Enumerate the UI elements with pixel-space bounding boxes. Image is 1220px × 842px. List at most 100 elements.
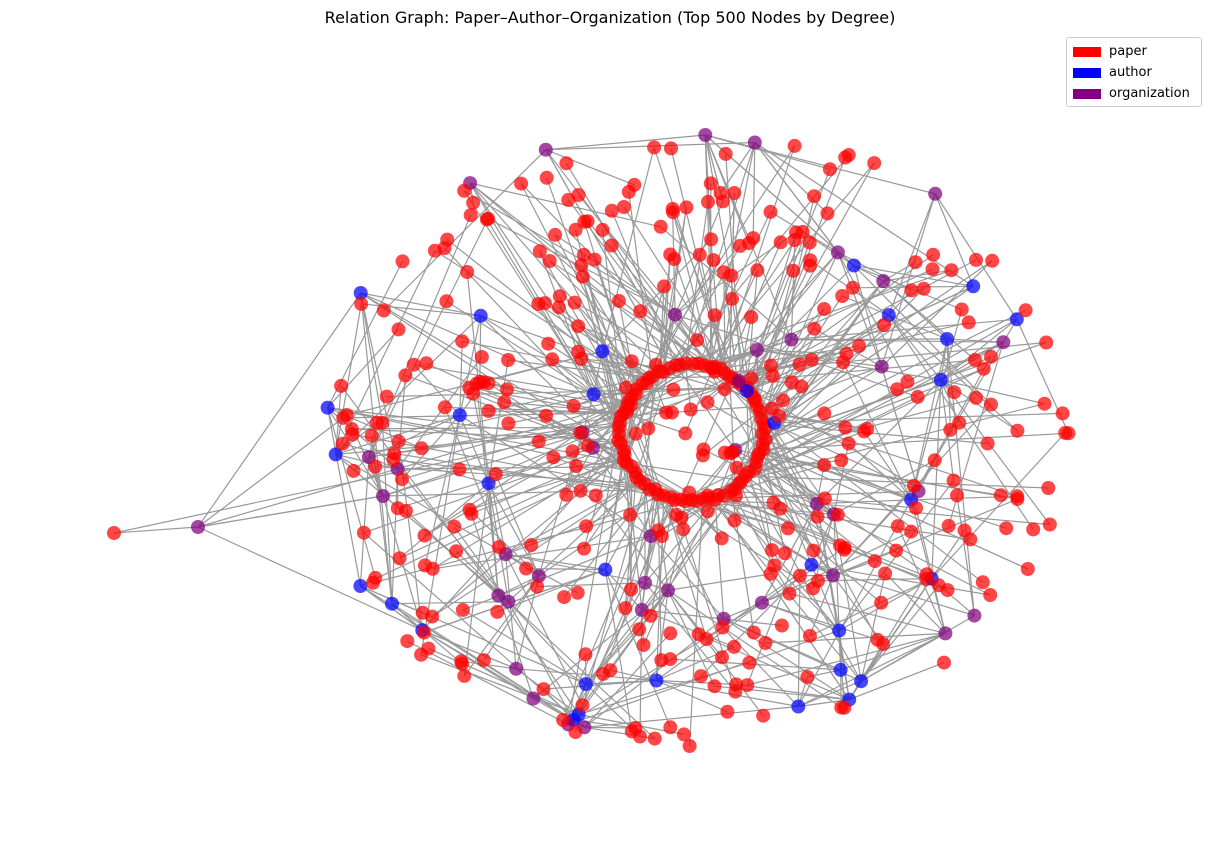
paper-node <box>334 378 349 393</box>
graph-edge <box>507 601 587 685</box>
paper-node <box>707 679 722 694</box>
graph-edge <box>391 601 509 605</box>
graph-edge <box>420 654 579 716</box>
graph-edge <box>197 526 423 631</box>
paper-node <box>867 156 882 171</box>
paper-node <box>643 608 658 623</box>
graph-edge <box>397 356 483 470</box>
paper-node <box>878 566 893 581</box>
organization-node <box>784 332 799 347</box>
paper-node <box>806 581 820 596</box>
paper-node <box>492 540 506 555</box>
paper-node <box>837 542 852 557</box>
graph-edge <box>488 482 540 577</box>
graph-edge <box>773 422 984 583</box>
graph-edge <box>848 662 945 701</box>
organization-node <box>938 626 953 641</box>
paper-node <box>579 519 594 534</box>
graph-edge <box>639 310 722 369</box>
paper-node <box>571 319 586 334</box>
paper-node <box>565 444 580 459</box>
paper-node <box>580 438 595 453</box>
graph-edge <box>746 162 875 392</box>
graph-edge <box>662 254 671 373</box>
paper-node <box>437 241 452 256</box>
graph-edge <box>704 134 714 369</box>
graph-edge <box>738 482 773 551</box>
graph-edge <box>383 149 547 311</box>
graph-edge <box>635 433 656 490</box>
graph-edge <box>565 162 687 364</box>
paper-node <box>756 708 771 723</box>
organization-node <box>191 520 205 534</box>
graph-edge <box>759 410 1018 497</box>
graph-edge <box>860 632 946 682</box>
organization-node <box>661 583 675 598</box>
graph-edge <box>604 460 625 570</box>
author-node <box>832 623 847 638</box>
paper-node <box>641 421 656 436</box>
paper-node <box>577 541 591 556</box>
author-node <box>739 383 754 398</box>
paper-node <box>765 543 779 558</box>
paper-node <box>963 532 978 547</box>
graph-edge <box>848 643 884 700</box>
author-node <box>320 400 335 415</box>
paper-node <box>481 211 496 226</box>
organization-node <box>830 245 845 260</box>
graph-edge <box>327 407 361 587</box>
graph-edge <box>860 573 886 682</box>
paper-node <box>727 639 741 654</box>
paper-node <box>531 297 546 311</box>
paper-node <box>633 729 647 744</box>
graph-edge <box>327 407 384 497</box>
paper-node <box>704 232 719 247</box>
paper-node <box>890 382 905 397</box>
paper-node <box>414 441 429 456</box>
paper-node <box>700 395 715 410</box>
graph-edge <box>773 361 844 424</box>
graph-edge <box>754 468 845 551</box>
paper-node <box>690 333 705 348</box>
graph-edge <box>335 303 362 455</box>
paper-node <box>980 436 995 451</box>
graph-edge <box>610 669 657 682</box>
paper-node <box>803 258 817 273</box>
graph-edge <box>505 554 517 669</box>
paper-node <box>715 194 730 209</box>
author-node <box>933 372 948 387</box>
paper-node <box>663 247 678 262</box>
graph-edge <box>888 193 936 316</box>
graph-edge <box>471 450 625 515</box>
paper-node <box>419 356 434 371</box>
paper-node <box>624 582 638 597</box>
graph-edge <box>884 573 946 634</box>
paper-node <box>335 436 350 451</box>
paper-node <box>782 586 797 601</box>
paper-node <box>616 200 631 214</box>
organization-node <box>826 568 840 583</box>
paper-node <box>830 507 845 522</box>
graph-edge <box>197 495 384 528</box>
author-node <box>452 408 467 423</box>
graph-edge <box>940 318 1018 381</box>
paper-node <box>457 183 472 198</box>
paper-node <box>1058 425 1073 440</box>
paper-node <box>376 303 391 318</box>
paper-node <box>648 357 663 372</box>
paper-node <box>725 445 740 459</box>
graph-edge <box>538 393 636 442</box>
author-node <box>791 699 806 714</box>
graph-edge <box>707 401 763 435</box>
graph-edge <box>746 353 847 392</box>
paper-node <box>693 669 708 684</box>
paper-node <box>772 408 787 423</box>
paper-node <box>636 638 651 652</box>
paper-node <box>663 720 678 735</box>
graph-edge <box>705 134 831 170</box>
paper-node <box>1042 517 1057 532</box>
graph-edge <box>504 401 624 414</box>
paper-node <box>742 655 757 670</box>
graph-edge <box>595 495 669 591</box>
legend: paper author organization <box>1066 37 1202 107</box>
